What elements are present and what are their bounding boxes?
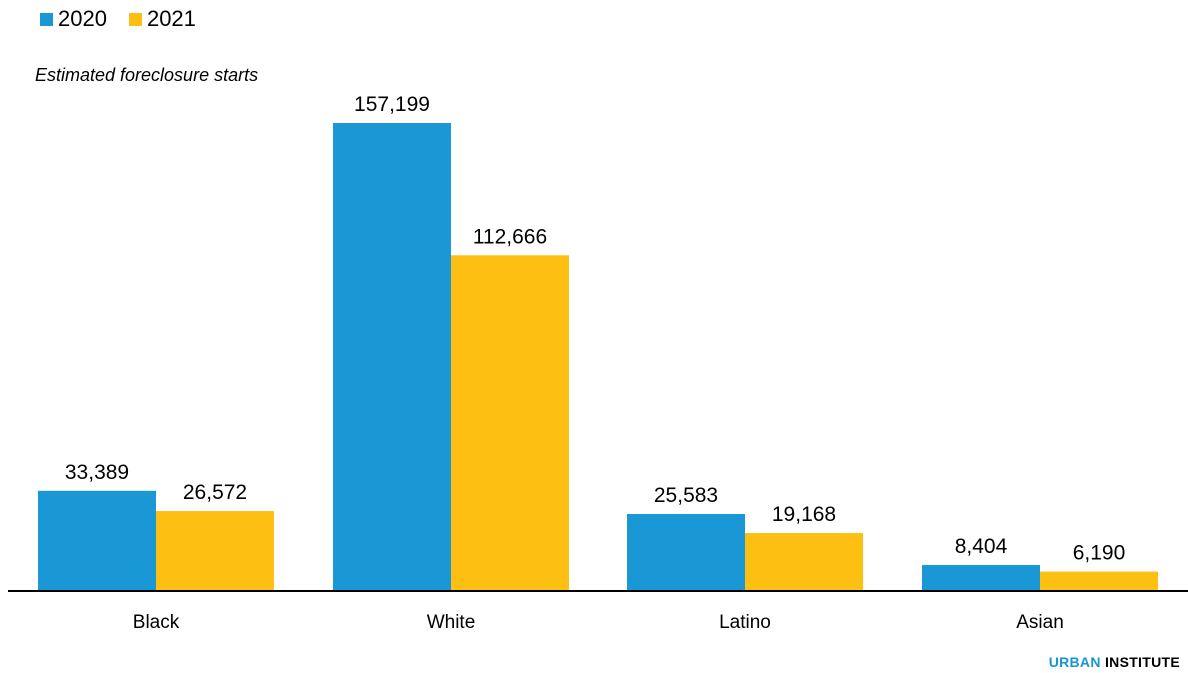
bar-latino-2021 [745,533,863,590]
data-label-black-2020: 33,389 [65,461,129,484]
legend-swatch-2020 [40,12,53,26]
bar-asian-2020 [922,565,1040,590]
data-label-white-2020: 157,199 [354,93,430,116]
brand-logo-part2: INSTITUTE [1104,654,1180,670]
bar-black-2020 [38,490,156,590]
bar-asian-2021 [1040,571,1158,590]
data-label-asian-2020: 8,404 [955,535,1008,558]
data-label-latino-2021: 19,168 [772,503,836,526]
legend-item-2020: 2020 [40,6,107,32]
y-axis-label: Estimated foreclosure starts [35,65,259,85]
bar-black-2021 [156,511,274,590]
data-label-asian-2021: 6,190 [1073,542,1126,565]
x-tick-label-asian: Asian [1016,612,1064,633]
legend-label-2021: 2021 [146,6,196,31]
legend-swatch-2021 [128,12,142,26]
bar-latino-2020 [627,513,745,590]
bar-white-2020 [333,123,451,590]
x-tick-label-black: Black [133,612,180,633]
data-label-black-2021: 26,572 [183,481,247,504]
x-tick-label-white: White [427,612,476,633]
x-tick-label-latino: Latino [719,612,771,633]
legend-item-2021: 2021 [128,6,196,32]
chart-legend: 2020 2021 [40,6,196,32]
brand-logo-part1: URBAN [1048,654,1101,670]
bar-white-2021 [451,255,569,591]
data-label-white-2021: 112,666 [473,225,547,248]
legend-label-2020: 2020 [58,6,107,31]
brand-logo: URBAN INSTITUTE [1049,654,1180,670]
data-label-latino-2020: 25,583 [654,484,718,507]
